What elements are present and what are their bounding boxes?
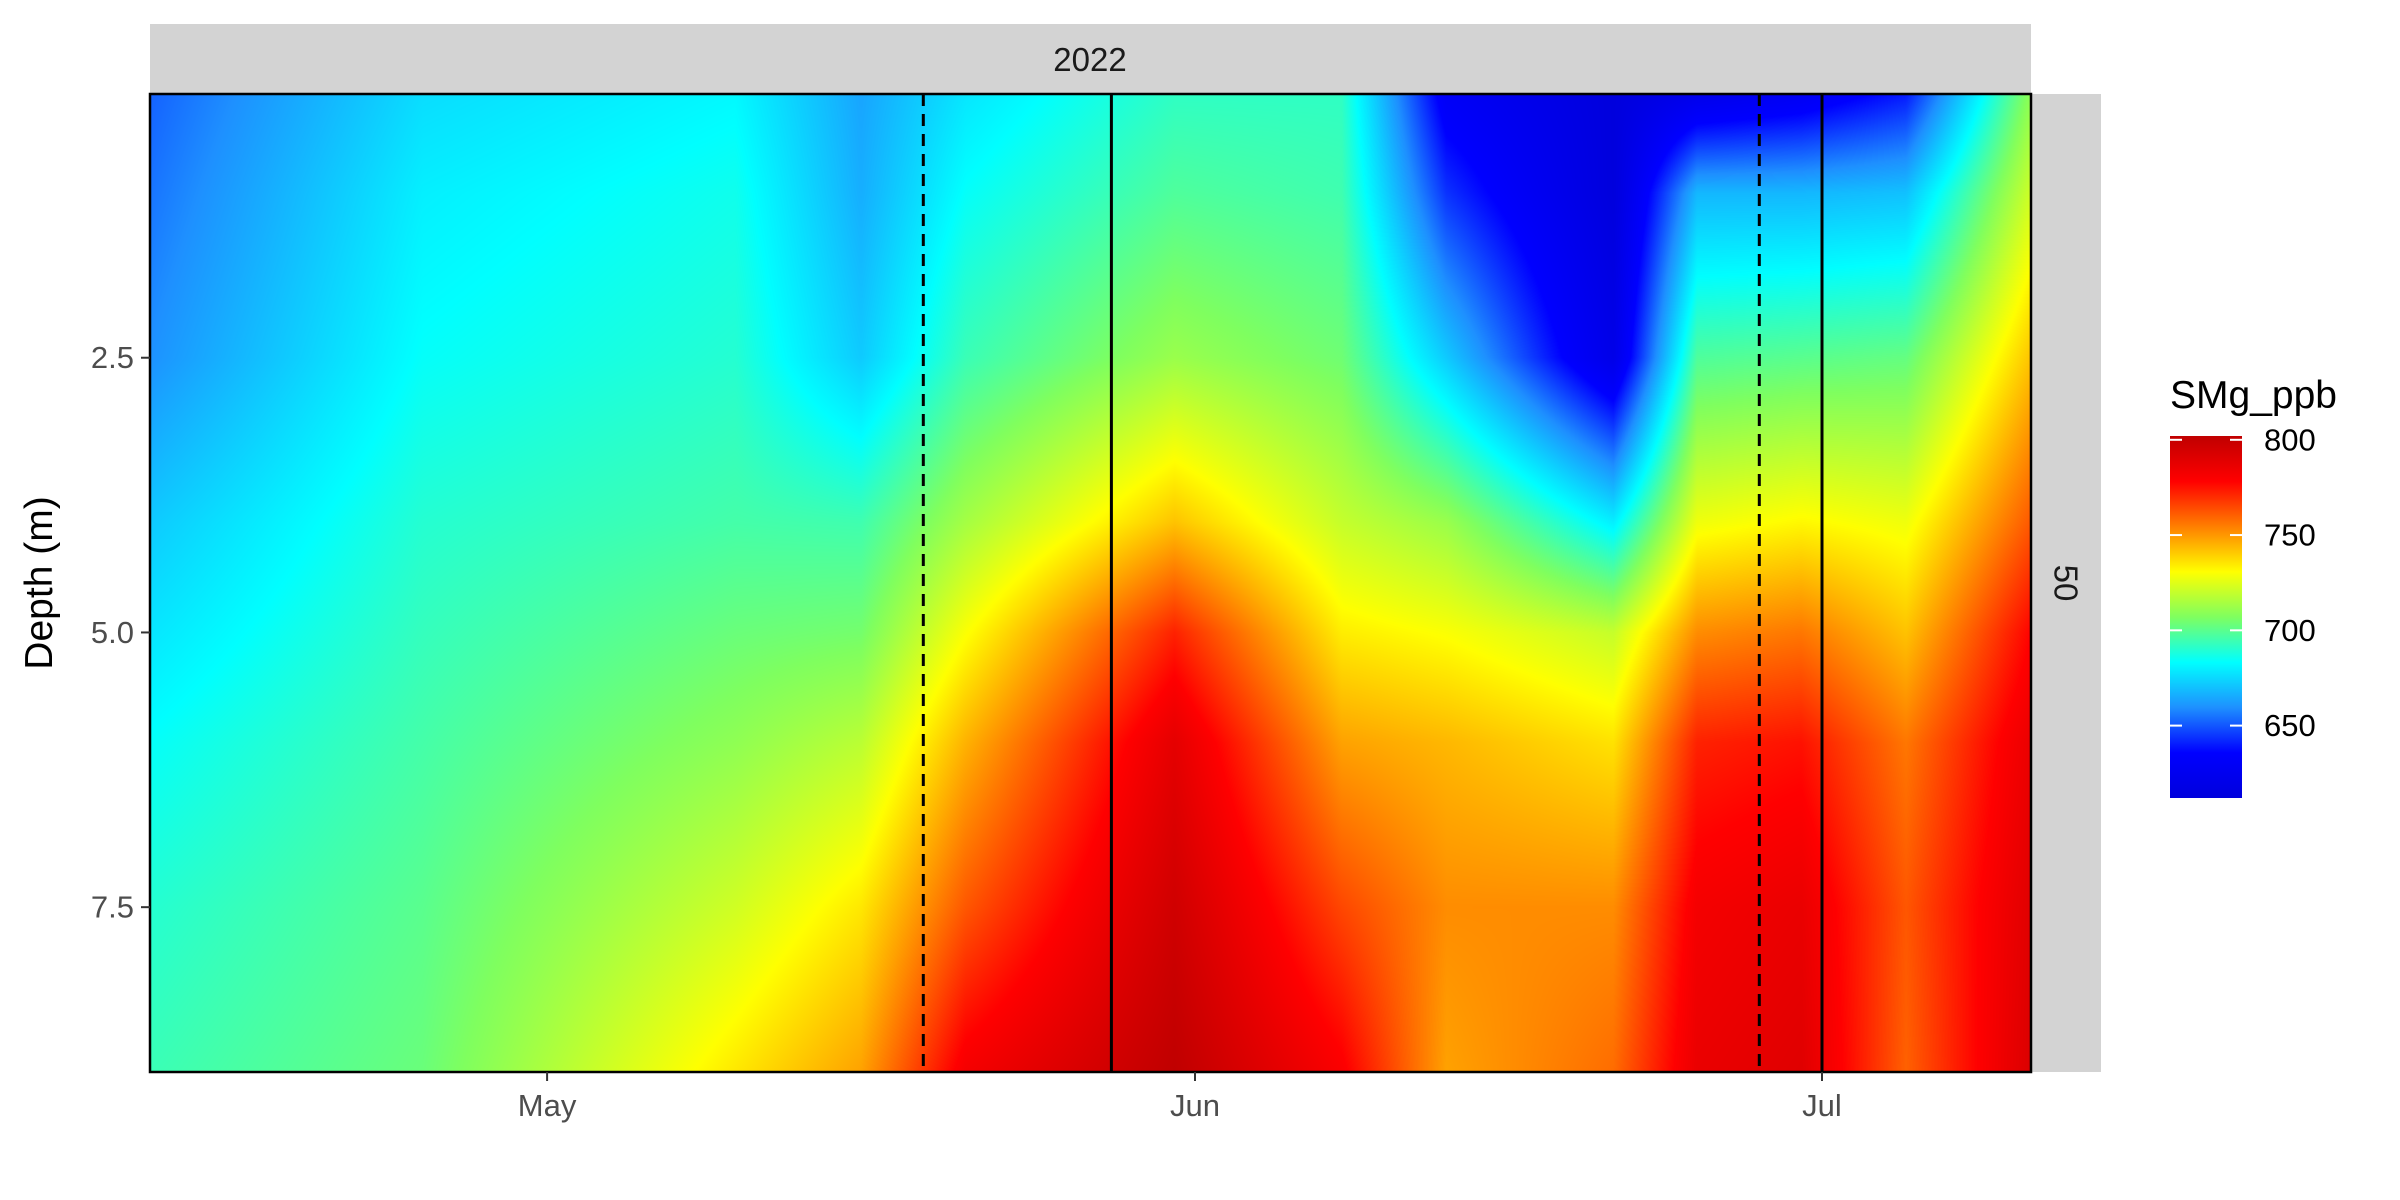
facet-strip-top-label: 2022 xyxy=(1053,41,1126,78)
legend-break-label: 650 xyxy=(2264,708,2316,743)
x-tick-label: Jun xyxy=(1170,1088,1220,1123)
x-tick-label: Jul xyxy=(1802,1088,1842,1123)
y-tick-label: 7.5 xyxy=(91,890,134,925)
facet-strip-right xyxy=(2031,94,2101,1072)
legend-break-label: 750 xyxy=(2264,518,2316,553)
reference-lines xyxy=(921,94,1824,1072)
legend-break-label: 700 xyxy=(2264,613,2316,648)
x-tick-label: May xyxy=(518,1088,577,1123)
x-axis: May Jun Jul xyxy=(518,1072,1842,1123)
panel-border xyxy=(148,92,2033,1074)
legend-colorbar xyxy=(2170,436,2242,798)
facet-strip-right-label: 50 xyxy=(2048,565,2085,602)
y-tick-label: 2.5 xyxy=(91,340,134,375)
y-axis-title: Depth (m) xyxy=(18,496,61,669)
legend-break-label: 800 xyxy=(2264,422,2316,457)
heatmap-panel xyxy=(150,94,2031,1072)
y-axis: 2.5 5.0 7.5 xyxy=(91,340,150,925)
y-tick-label: 5.0 xyxy=(91,615,134,650)
legend: SMg_ppb 650 700 750 800 xyxy=(2170,374,2337,798)
facet-strip-top xyxy=(150,24,2031,94)
legend-title: SMg_ppb xyxy=(2170,374,2337,417)
